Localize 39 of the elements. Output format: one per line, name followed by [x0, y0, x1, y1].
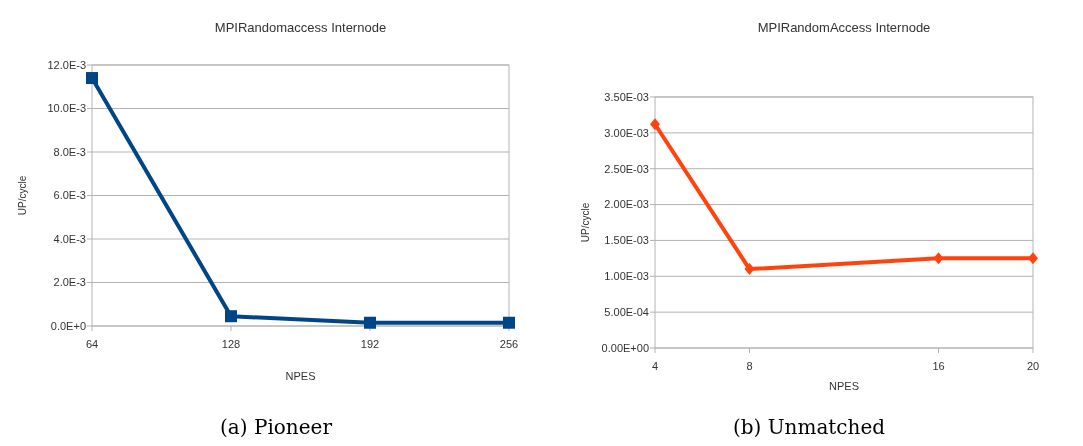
point [225, 310, 237, 323]
y-tick-label: 6.0E-3 [53, 189, 86, 202]
x-tick-label: 16 [932, 360, 945, 372]
chart-title: MPIRandomAccess Internode [757, 20, 931, 35]
x-tick-label: 256 [499, 338, 519, 350]
x-tick-label: 192 [360, 338, 380, 350]
y-tick-label: 1.50E-03 [604, 234, 649, 247]
y-tick-label: 4.0E-3 [53, 232, 86, 245]
text: (b) Unmatched [732, 415, 886, 439]
point [364, 316, 376, 329]
point [650, 118, 660, 131]
text: (a) Pioneer [220, 415, 333, 439]
y-tick-label: 10.0E-3 [47, 102, 86, 115]
point [933, 252, 944, 265]
x-tick-label: 20 [1026, 360, 1040, 372]
x-tick-label: 64 [85, 338, 99, 350]
x-axis-title: NPES [829, 380, 859, 392]
x-axis-title: NPES [285, 370, 316, 382]
y-tick-label: 12.0E-3 [47, 58, 86, 71]
point [503, 316, 515, 329]
y-tick-label: 2.50E-03 [604, 162, 649, 175]
point [744, 263, 755, 276]
point [1028, 252, 1038, 265]
y-axis-title: UP/cycle [17, 175, 28, 216]
y-tick-label: 2.00E-03 [604, 198, 649, 211]
x-tick-label: 128 [221, 338, 241, 350]
y-tick-label: 2.0E-3 [53, 276, 86, 289]
y-tick-label: 3.50E-03 [604, 90, 649, 103]
y-tick-label: 5.00E-04 [604, 305, 649, 318]
x-tick-label: 8 [746, 360, 753, 372]
y-tick-label: 8.0E-3 [53, 145, 86, 158]
y-tick-label: 3.00E-03 [604, 126, 649, 139]
y-tick-label: 0.00E+00 [601, 341, 649, 354]
y-axis-title: UP/cycle [580, 202, 591, 243]
point [86, 72, 98, 85]
y-tick-label: 0.0E+0 [50, 319, 86, 332]
chart-title: MPIRandomaccess Internode [214, 20, 387, 35]
x-tick-label: 4 [651, 360, 659, 372]
y-tick-label: 1.00E-03 [604, 270, 649, 283]
